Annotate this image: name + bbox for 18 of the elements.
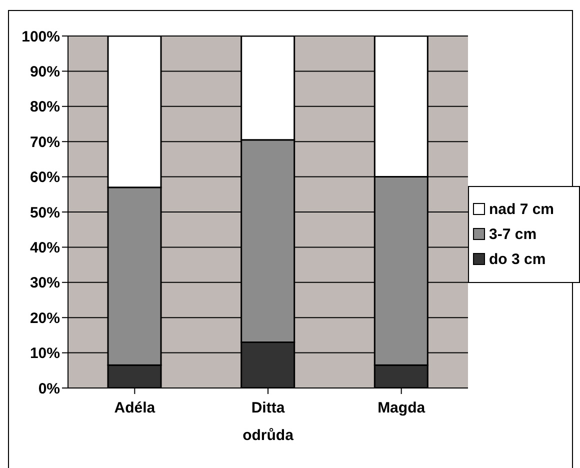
legend-label: do 3 cm (489, 250, 546, 268)
y-tick-label: 100% (22, 28, 60, 46)
legend-label: nad 7 cm (489, 200, 554, 218)
y-tick-label: 70% (30, 134, 60, 151)
x-tick-label: Magda (378, 400, 426, 417)
y-tick-label: 10% (30, 345, 60, 362)
y-tick-label: 30% (30, 274, 60, 292)
y-tick-label: 80% (30, 98, 60, 116)
x-tick-label: Ditta (251, 400, 286, 417)
y-tick-label: 0% (38, 380, 60, 398)
y-tick-label: 20% (30, 310, 60, 327)
x-tick-label: Adéla (114, 400, 156, 417)
y-tick-label: 60% (30, 169, 60, 186)
y-tick-label: 90% (30, 64, 60, 81)
legend-label: 3-7 cm (489, 226, 537, 242)
y-tick-label: 40% (30, 240, 60, 257)
x-axis-title: odrůda (242, 427, 294, 444)
y-tick-label: 50% (30, 204, 60, 222)
